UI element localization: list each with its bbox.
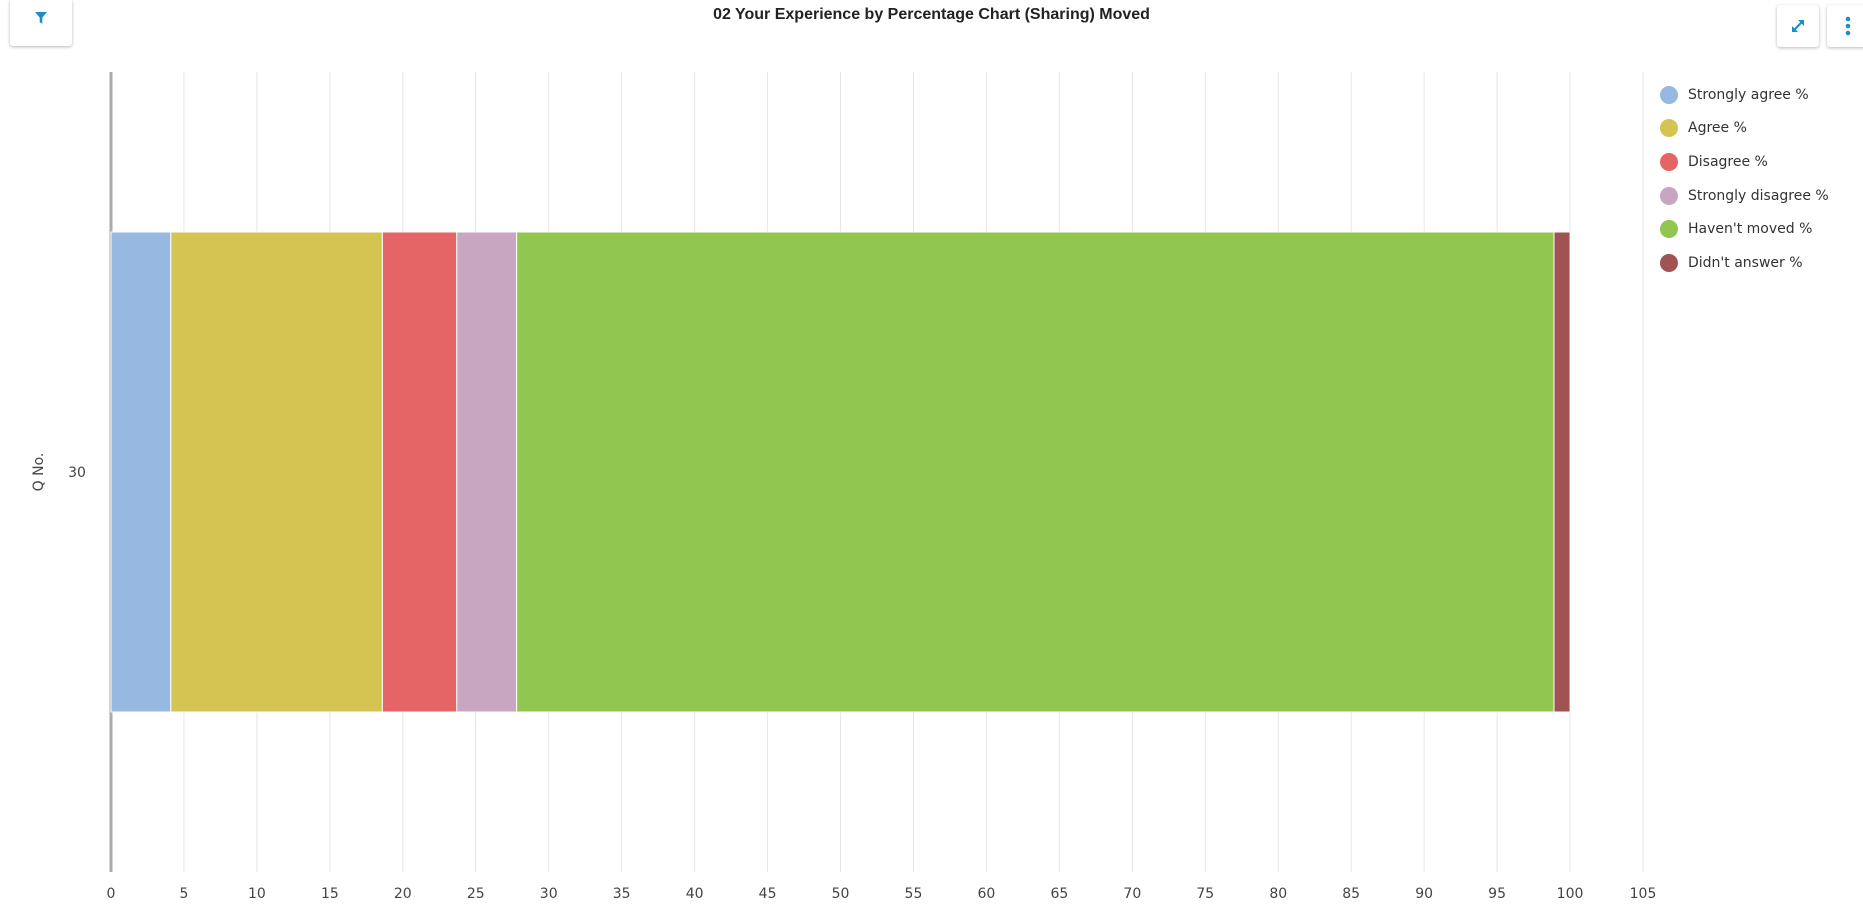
legend-item[interactable]: Haven't moved % [1660, 212, 1829, 246]
x-tick-label: 95 [1488, 886, 1506, 902]
legend-swatch [1660, 220, 1678, 239]
legend-swatch [1660, 186, 1678, 205]
legend-item[interactable]: Strongly agree % [1660, 78, 1829, 112]
expand-button[interactable] [1777, 5, 1819, 47]
y-tick-label: 30 [68, 465, 86, 481]
y-axis-label: Q No. [31, 453, 47, 492]
legend-item[interactable]: Agree % [1660, 112, 1829, 146]
legend-label: Disagree % [1688, 153, 1768, 170]
chart-title: 02 Your Experience by Percentage Chart (… [713, 6, 1150, 23]
x-tick-label: 90 [1415, 886, 1433, 902]
x-tick-label: 40 [686, 886, 704, 902]
x-tick-label: 35 [613, 886, 631, 902]
legend-item[interactable]: Strongly disagree % [1660, 179, 1829, 213]
more-options-button[interactable] [1827, 5, 1863, 47]
x-tick-label: 60 [978, 886, 996, 902]
x-tick-label: 10 [248, 886, 266, 902]
legend-label: Haven't moved % [1688, 221, 1813, 238]
bar-segment [110, 231, 172, 713]
legend-swatch [1660, 119, 1678, 138]
legend-label: Strongly disagree % [1688, 187, 1829, 204]
x-tick-label: 65 [1050, 886, 1068, 902]
bar-segment [456, 231, 518, 713]
x-tick-label: 5 [179, 886, 188, 902]
x-tick-label: 0 [107, 886, 116, 902]
bar-segment [170, 231, 383, 713]
filter-icon [35, 12, 47, 24]
x-tick-label: 15 [321, 886, 339, 902]
bar-segment [381, 231, 458, 713]
filter-button[interactable] [10, 0, 72, 46]
legend: Strongly agree % Agree % Disagree % Strongl… [1660, 78, 1829, 280]
legend-label: Strongly agree % [1688, 86, 1809, 103]
x-tick-label: 70 [1123, 886, 1141, 902]
x-tick-label: 85 [1342, 886, 1360, 902]
x-tick-label: 25 [467, 886, 485, 902]
more-vertical-icon [1845, 16, 1851, 36]
bar-segment [516, 231, 1555, 713]
x-tick-label: 55 [905, 886, 923, 902]
x-tick-label: 20 [394, 886, 412, 902]
legend-swatch [1660, 85, 1678, 104]
legend-item[interactable]: Didn't answer % [1660, 246, 1829, 280]
x-tick-label: 45 [759, 886, 777, 902]
x-tick-label: 30 [540, 886, 558, 902]
legend-label: Agree % [1688, 120, 1747, 137]
legend-swatch [1660, 152, 1678, 171]
x-tick-label: 75 [1196, 886, 1214, 902]
x-tick-label: 100 [1557, 886, 1584, 902]
legend-label: Didn't answer % [1688, 254, 1803, 271]
legend-item[interactable]: Disagree % [1660, 145, 1829, 179]
x-tick-label: 50 [832, 886, 850, 902]
expand-icon [1792, 20, 1804, 32]
x-tick-label: 80 [1269, 886, 1287, 902]
x-tick-label: 105 [1630, 886, 1657, 902]
bar-segment [1553, 231, 1571, 713]
legend-swatch [1660, 253, 1678, 272]
